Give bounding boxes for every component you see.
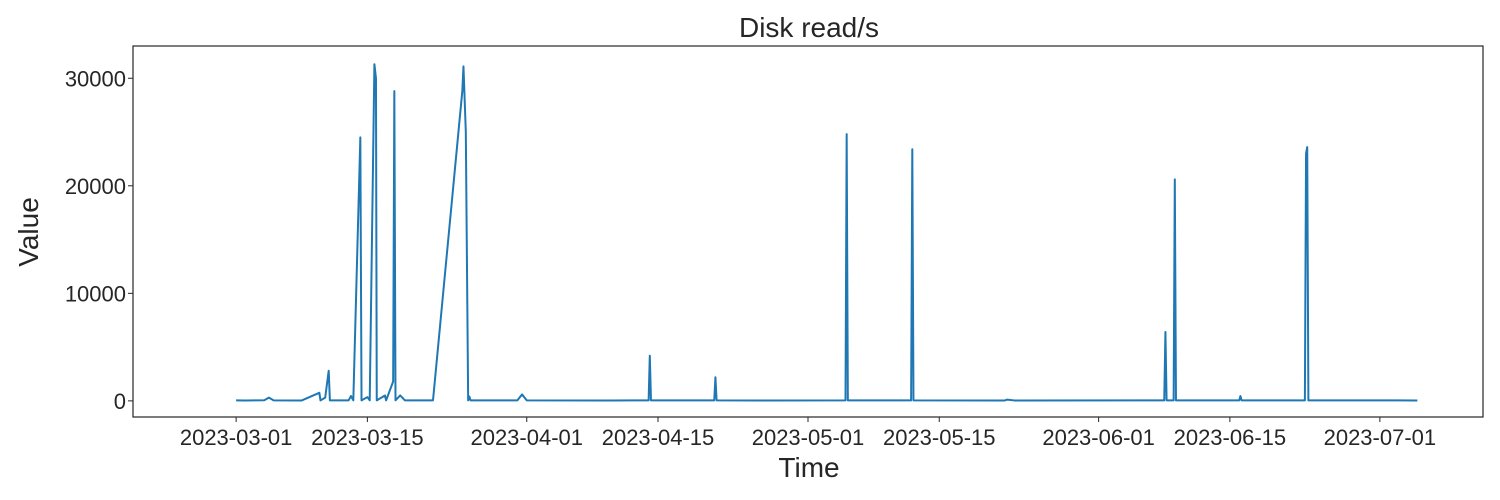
y-axis-label: Value: [13, 197, 44, 267]
x-tick-label: 2023-06-01: [1042, 425, 1155, 450]
x-tick-label: 2023-04-15: [602, 425, 715, 450]
x-tick-label: 2023-06-15: [1174, 425, 1287, 450]
x-tick-label: 2023-04-01: [470, 425, 583, 450]
x-tick-label: 2023-07-01: [1324, 425, 1437, 450]
x-axis-label: Time: [778, 452, 839, 483]
chart-title: Disk read/s: [739, 12, 879, 43]
x-tick-label: 2023-03-01: [180, 425, 293, 450]
x-tick-label: 2023-05-15: [883, 425, 996, 450]
series-layer: [236, 63, 1418, 402]
y-tick-label: 0: [114, 389, 126, 414]
y-tick-label: 20000: [65, 174, 126, 199]
plot-area: [132, 45, 1484, 418]
series-line: [236, 63, 1418, 402]
y-tick-label: 10000: [65, 281, 126, 306]
y-axis: 0 10000 20000 30000: [65, 66, 133, 414]
x-axis: 2023-03-01 2023-03-15 2023-04-01 2023-04-15…: [180, 417, 1436, 450]
y-tick-label: 30000: [65, 66, 126, 91]
x-tick-label: 2023-05-01: [752, 425, 865, 450]
x-tick-label: 2023-03-15: [311, 425, 424, 450]
